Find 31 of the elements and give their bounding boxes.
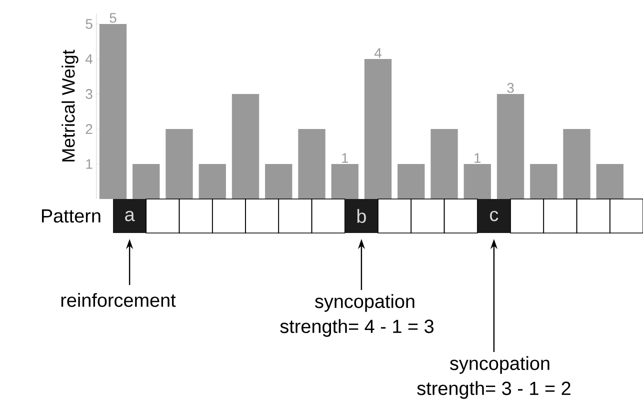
text: syncopation	[315, 294, 414, 312]
bar	[563, 129, 590, 200]
bar	[398, 164, 425, 200]
bar	[265, 164, 292, 200]
bar	[198, 164, 226, 200]
y-axis-title: Metrical Weigt	[62, 50, 78, 162]
bar	[166, 129, 193, 200]
y-tick-label: 3	[86, 89, 92, 99]
text: strength= 4 - 1 = 3	[280, 319, 434, 337]
y-tick-label: 5	[86, 19, 92, 29]
y-tick-label: 2	[86, 124, 92, 134]
text: Pattern	[42, 209, 100, 223]
text: reinforcement	[61, 293, 176, 307]
data-label: 5	[110, 13, 116, 23]
y-tick-label: 1	[86, 159, 92, 169]
bar	[596, 164, 624, 200]
text: a	[125, 210, 135, 222]
text: c	[490, 210, 498, 222]
bar	[430, 129, 458, 200]
text: syncopation	[450, 356, 550, 374]
bar	[232, 94, 260, 200]
data-label: 4	[374, 48, 382, 58]
text: b	[357, 209, 366, 223]
text: strength= 3 - 1 = 2	[417, 381, 570, 399]
data-label: 1	[474, 153, 481, 163]
bar	[298, 129, 326, 200]
bar	[530, 164, 558, 200]
data-label: 3	[507, 82, 514, 93]
bar	[132, 164, 160, 200]
data-label: 1	[342, 153, 348, 163]
y-tick-label: 4	[85, 54, 93, 64]
